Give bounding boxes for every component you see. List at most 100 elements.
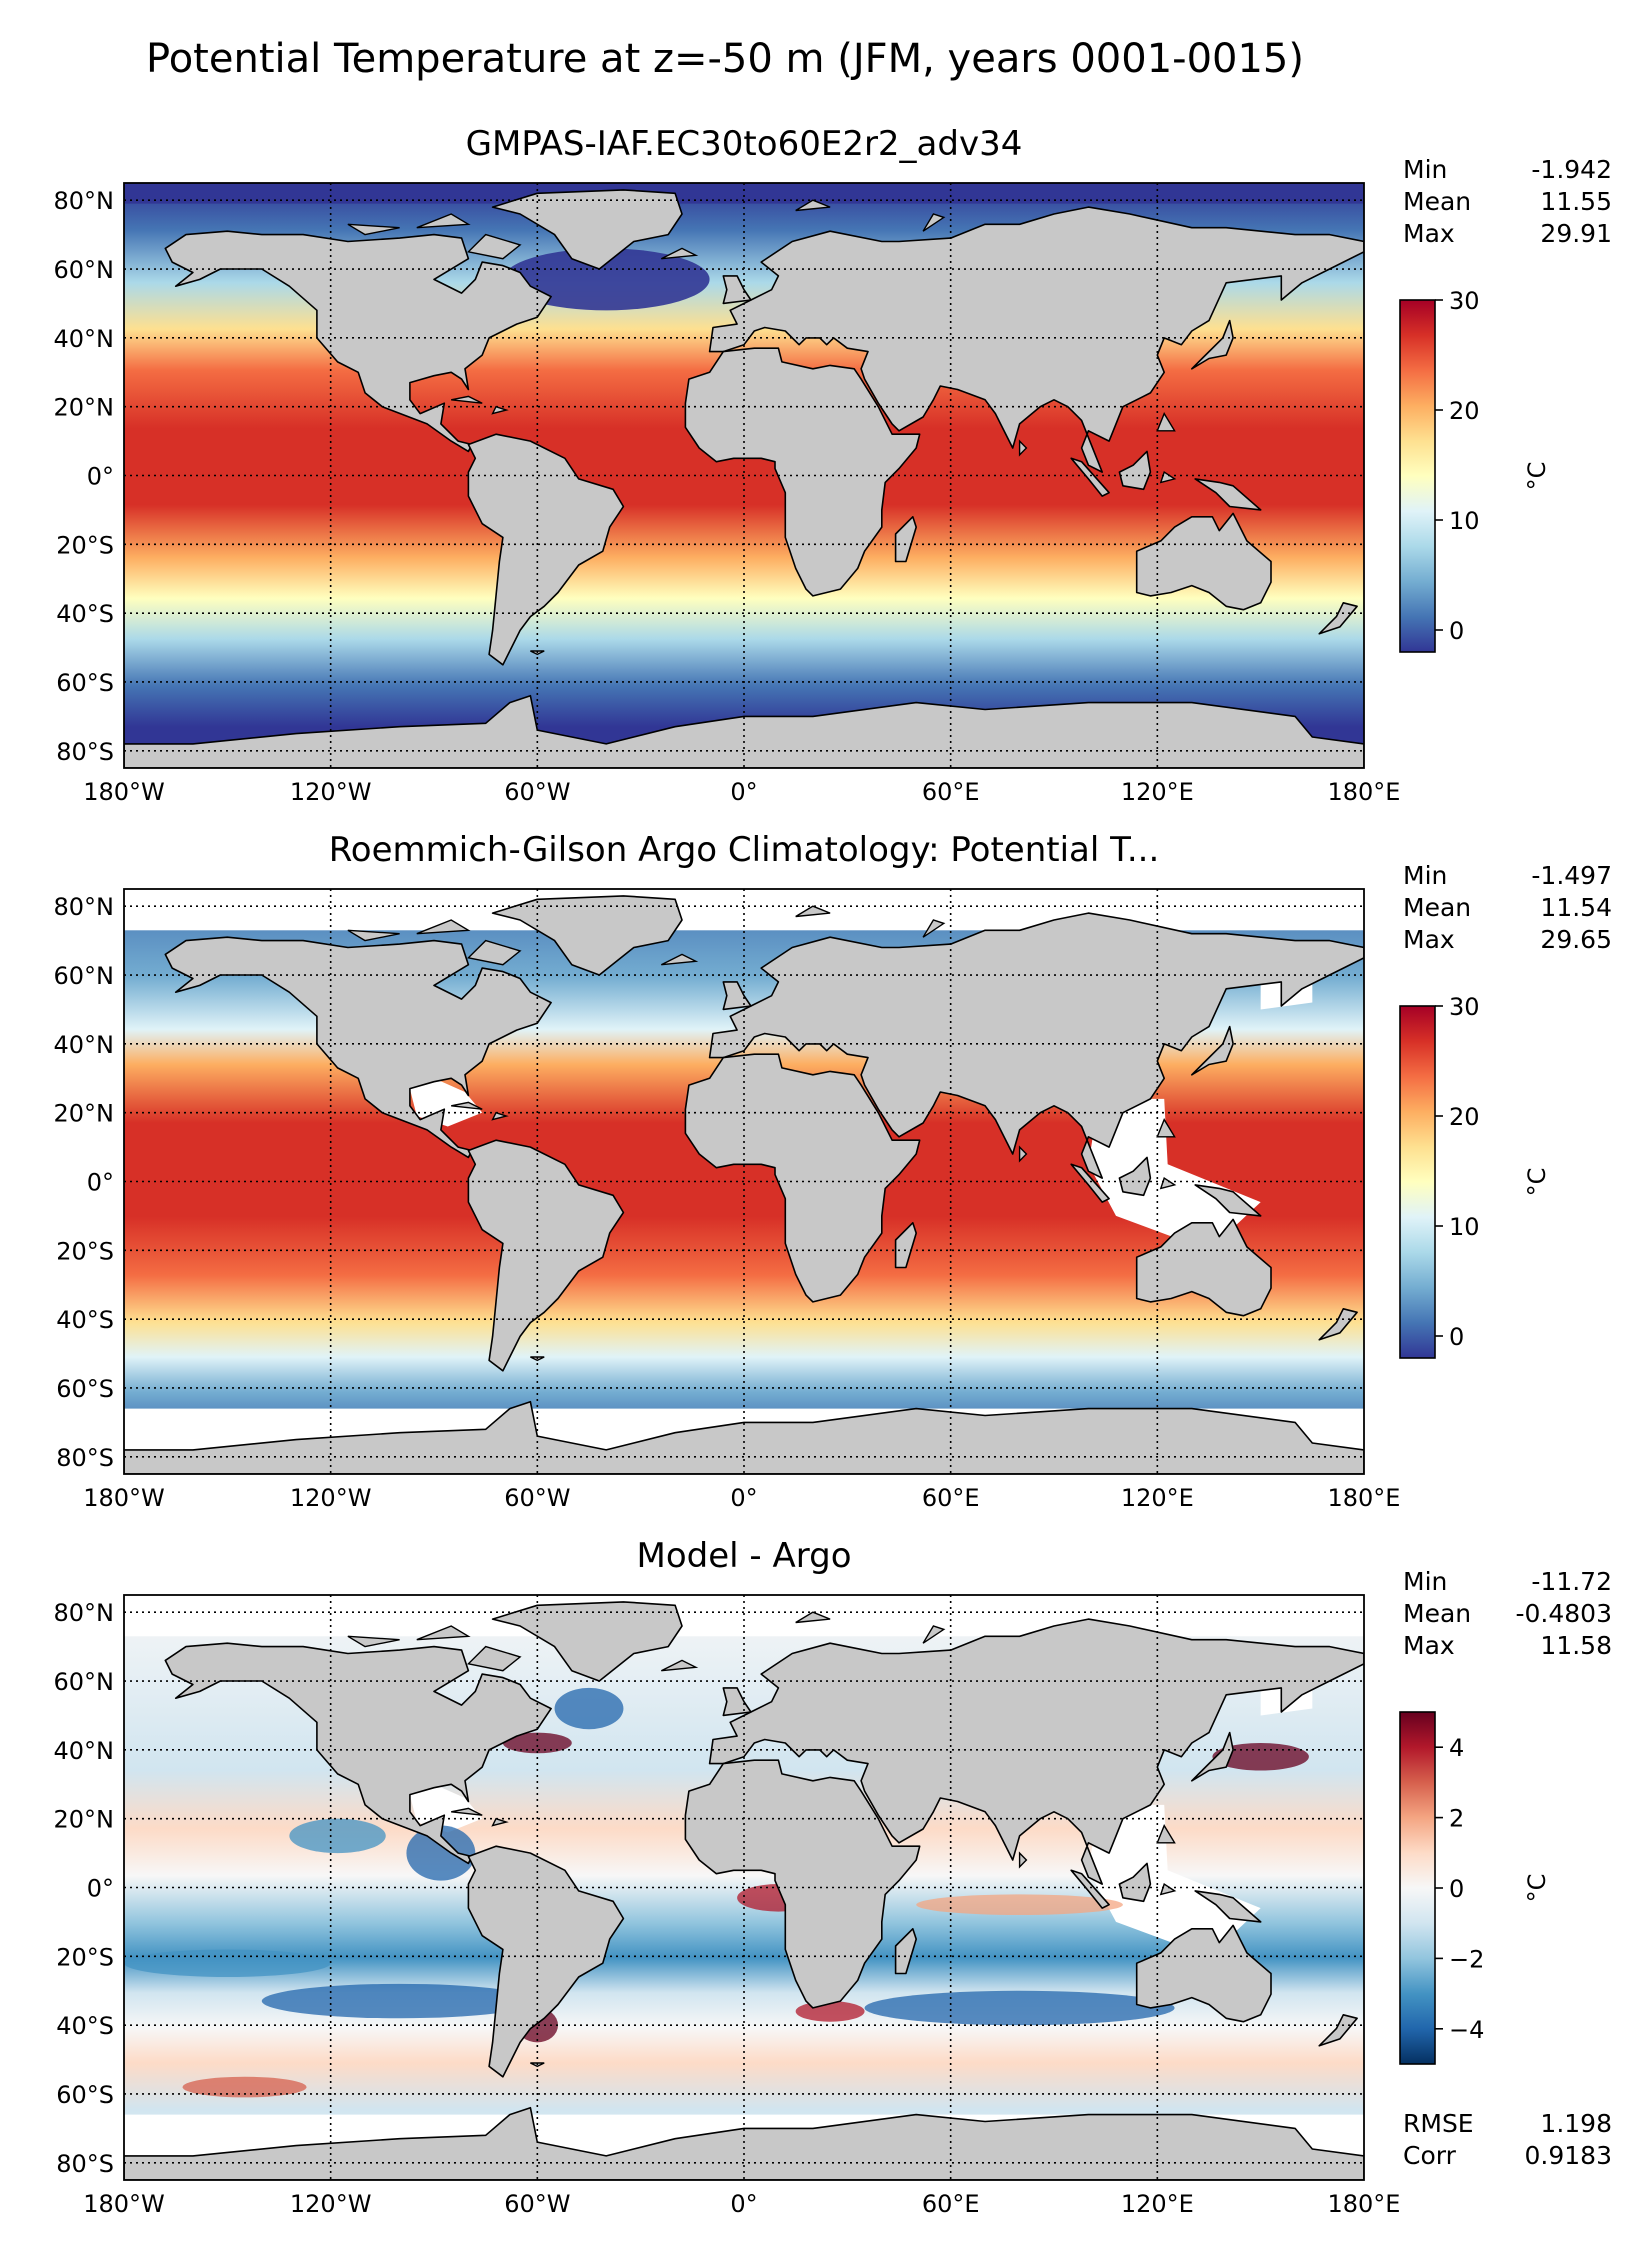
anomaly-2 xyxy=(1212,1742,1309,1771)
x-tick-label: 60°W xyxy=(504,2190,570,2218)
x-tick-label: 0° xyxy=(730,778,757,806)
y-tick-label: 60°N xyxy=(54,1668,115,1696)
land-madagascar xyxy=(894,1928,918,1975)
island-2 xyxy=(347,223,400,236)
colorbar-label: °C xyxy=(1523,462,1551,491)
colorbar-tick-label: 4 xyxy=(1449,1734,1464,1762)
y-tick-label: 40°S xyxy=(56,1306,114,1334)
land-australia xyxy=(1135,512,1272,611)
x-tick-label: 60°E xyxy=(922,778,980,806)
island-2 xyxy=(347,929,400,942)
y-tick-label: 80°S xyxy=(56,2150,114,2178)
land-north-america xyxy=(164,1642,552,1865)
island-5 xyxy=(451,1807,483,1816)
island-5 xyxy=(451,395,483,404)
colorbar-tick-label: 10 xyxy=(1449,1213,1480,1241)
stat-value: 11.58 xyxy=(1540,1631,1612,1660)
land-madagascar xyxy=(894,1222,918,1269)
x-tick-label: 60°W xyxy=(504,1484,570,1512)
x-tick-label: 180°W xyxy=(83,778,165,806)
x-tick-label: 120°E xyxy=(1121,778,1194,806)
panel-title: GMPAS-IAF.EC30to60E2r2_adv34 xyxy=(466,124,1023,164)
y-tick-label: 80°N xyxy=(54,187,115,215)
y-tick-label: 60°S xyxy=(56,2081,114,2109)
y-tick-label: 0° xyxy=(87,1169,114,1197)
island-6 xyxy=(491,1817,509,1827)
map-field xyxy=(124,889,1364,1474)
y-tick-label: 60°S xyxy=(56,1375,114,1403)
anomaly-8 xyxy=(124,1949,331,1977)
bottom-stat-value: 0.9183 xyxy=(1525,2141,1612,2170)
y-tick-label: 80°N xyxy=(54,1599,115,1627)
island-8 xyxy=(1156,412,1176,432)
colorbar: 4 2 0 −2 −4 °C xyxy=(1399,1711,1551,2065)
island-10 xyxy=(795,905,831,918)
land-africa xyxy=(684,347,921,597)
island-3 xyxy=(466,233,522,260)
land-north-america xyxy=(164,936,552,1159)
nodata-indonesia xyxy=(1088,1804,1261,1957)
land-madagascar xyxy=(894,515,918,563)
map-panel-2: Roemmich-Gilson Argo Climatology: Potent… xyxy=(54,830,1613,1512)
colorbar-bar xyxy=(1399,299,1436,653)
colorbar-tick-label: −4 xyxy=(1449,2016,1484,2044)
stat-value: 29.65 xyxy=(1540,925,1612,954)
island-10 xyxy=(795,199,831,212)
island-5 xyxy=(451,1101,483,1110)
island-8 xyxy=(1156,1824,1176,1844)
island-6 xyxy=(491,1111,509,1121)
x-tick-label: 120°W xyxy=(290,2190,372,2218)
stat-label: Mean xyxy=(1403,893,1471,922)
panel-title: Roemmich-Gilson Argo Climatology: Potent… xyxy=(329,830,1160,870)
island-11 xyxy=(922,919,946,938)
y-tick-label: 40°S xyxy=(56,2012,114,2040)
x-tick-label: 120°E xyxy=(1121,2190,1194,2218)
nodata-indonesia xyxy=(1088,1098,1261,1251)
map-frame xyxy=(123,182,1365,769)
x-tick-label: 60°W xyxy=(504,778,570,806)
x-tick-label: 0° xyxy=(730,2190,757,2218)
bottom-stat-value: 1.198 xyxy=(1540,2109,1612,2138)
colorbar: 30 20 10 0 °C xyxy=(1399,993,1551,1359)
y-tick-label: 40°N xyxy=(54,1031,115,1059)
island-1 xyxy=(416,919,471,935)
colorbar-tick-label: 2 xyxy=(1449,1805,1464,1833)
land-australia xyxy=(1135,1218,1272,1317)
nodata-gulf xyxy=(406,1074,483,1127)
island-11 xyxy=(922,213,946,232)
x-tick-label: 60°E xyxy=(922,2190,980,2218)
colorbar-tick-label: 0 xyxy=(1449,617,1464,645)
stat-label: Min xyxy=(1403,861,1447,890)
land-borneo xyxy=(1118,450,1152,491)
island-7 xyxy=(1018,439,1028,457)
island-8 xyxy=(1156,1118,1176,1138)
land-greenland xyxy=(491,895,683,976)
stat-label: Max xyxy=(1403,219,1455,248)
y-tick-label: 40°S xyxy=(56,600,114,628)
land-africa xyxy=(684,1759,921,2009)
x-tick-label: 120°W xyxy=(290,1484,372,1512)
land-new-guinea xyxy=(1194,1890,1262,1923)
land-japan xyxy=(1191,319,1234,370)
y-tick-label: 60°S xyxy=(56,669,114,697)
island-7 xyxy=(1018,1145,1028,1163)
stat-value: 29.91 xyxy=(1540,219,1612,248)
stat-label: Min xyxy=(1403,1567,1447,1596)
land-new-zealand xyxy=(1318,601,1358,635)
stat-value: -1.942 xyxy=(1531,155,1612,184)
stat-value: 11.54 xyxy=(1540,893,1612,922)
stat-value: 11.55 xyxy=(1540,187,1612,216)
colorbar-bar xyxy=(1399,1005,1436,1359)
land-new-zealand xyxy=(1318,2014,1358,2047)
map-field xyxy=(124,183,1364,768)
y-tick-label: 20°N xyxy=(54,1806,115,1834)
x-tick-label: 180°E xyxy=(1328,778,1401,806)
stat-label: Max xyxy=(1403,1631,1455,1660)
island-7 xyxy=(1018,1851,1028,1869)
land-uk xyxy=(722,275,752,305)
stat-value: -1.497 xyxy=(1531,861,1612,890)
x-tick-label: 180°W xyxy=(83,2190,165,2218)
island-4 xyxy=(660,247,699,260)
land-south-america xyxy=(467,433,625,666)
